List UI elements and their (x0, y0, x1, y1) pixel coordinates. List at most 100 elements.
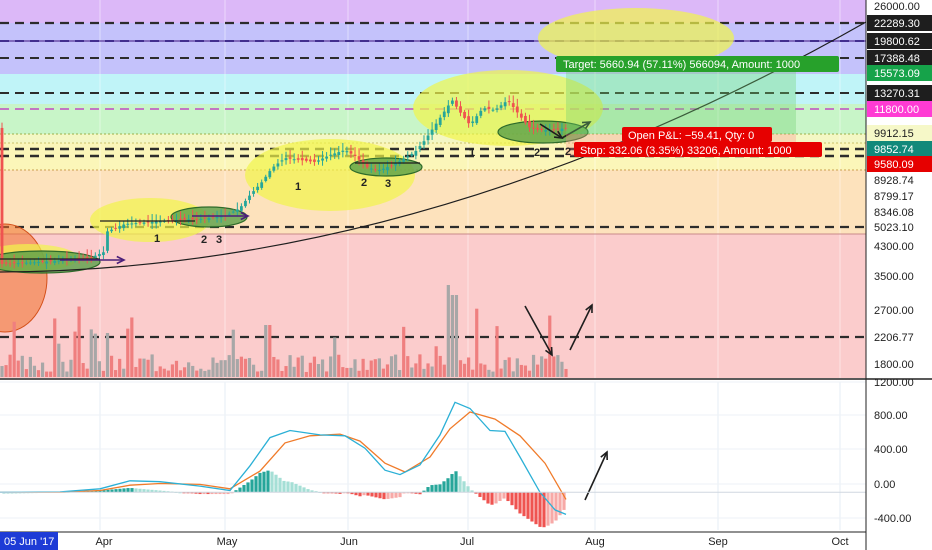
candle-body (487, 106, 491, 109)
volume-bar (182, 367, 187, 377)
volume-bar (158, 366, 162, 377)
volume-bar (264, 325, 268, 377)
candle-body (544, 130, 548, 132)
macd-histogram-bar (386, 492, 390, 499)
macd-histogram-bar (518, 492, 522, 514)
cursor-date-label: 05 Jun '17 (4, 536, 54, 548)
candle-body (179, 219, 182, 221)
volume-bar (491, 371, 495, 377)
volume-bar (458, 360, 463, 377)
candle-body (499, 105, 503, 108)
volume-bar (389, 356, 394, 377)
macd-histogram-bar (226, 492, 230, 495)
volume-bar (138, 358, 142, 377)
candle-body (20, 262, 24, 264)
candle-body (280, 160, 284, 162)
price-level-label: 8346.08 (874, 207, 914, 219)
macd-histogram-bar (262, 471, 266, 493)
candle-body (349, 151, 353, 154)
candle-body (102, 252, 105, 256)
macd-histogram-bar (354, 492, 358, 496)
macd-histogram-bar (190, 492, 194, 494)
price-level-box (867, 156, 932, 172)
trend-curve (0, 21, 867, 273)
macd-histogram-bar (454, 471, 458, 493)
volume-bar (211, 357, 215, 377)
volume-bar (511, 371, 515, 377)
candle-body (414, 150, 418, 156)
volume-bar (8, 354, 12, 377)
volume-bar (320, 359, 325, 377)
macd-histogram-bar (390, 492, 394, 499)
volume-bar (53, 318, 57, 377)
candle-body (252, 191, 255, 194)
price-level-label: 22289.30 (874, 18, 920, 30)
candle-body (199, 218, 203, 220)
candle-body (556, 128, 560, 130)
candle-body (386, 167, 389, 171)
volume-bar (65, 371, 69, 377)
macd-tick-label: 800.00 (874, 410, 908, 422)
candle-body (503, 102, 507, 107)
volume-bar (231, 329, 235, 377)
macd-histogram-bar (374, 492, 378, 498)
candle-body (264, 176, 268, 182)
price-level-label: 5023.10 (874, 222, 914, 234)
candle-body (528, 121, 531, 128)
candle-body (239, 206, 243, 211)
macd-histogram-bar (126, 488, 130, 493)
macd-histogram-bar (558, 492, 562, 516)
candle-body (430, 129, 434, 135)
macd-histogram-bar (110, 489, 114, 493)
macd-histogram-bar (550, 492, 554, 524)
macd-histogram-bar (394, 492, 398, 498)
down-arrow (539, 123, 563, 139)
volume-bar (215, 362, 219, 377)
macd-histogram-bar (338, 492, 342, 494)
macd-histogram-bar (306, 489, 310, 493)
volume-bar (552, 356, 556, 377)
volume-bar (548, 315, 552, 377)
candle-body (183, 217, 186, 220)
candle-body (333, 153, 337, 156)
candle-body (463, 111, 466, 118)
candle-body (41, 260, 44, 262)
candle-body (418, 146, 422, 150)
price-level-box (867, 50, 932, 66)
volume-bar (36, 370, 41, 377)
volume-bar (101, 370, 106, 377)
macd-histogram-bar (90, 490, 94, 493)
candle-body (536, 127, 539, 130)
candle-body (89, 257, 93, 259)
candle-body (426, 135, 430, 141)
long-position-tool[interactable]: Target: 5660.94 (57.11%) 566094, Amount:… (556, 56, 839, 157)
volume-bar (243, 358, 248, 377)
candle-body (235, 209, 239, 212)
pnl-label-box (622, 127, 772, 142)
macd-histogram-bar (222, 492, 226, 495)
candle-body (406, 156, 410, 158)
candle-body (519, 113, 523, 118)
price-level-label: 9912.15 (874, 128, 914, 140)
wave-ellipses (0, 8, 734, 333)
macd-histogram-bar (134, 488, 138, 493)
volume-bar (341, 367, 345, 377)
volume-up-arrow-head (585, 303, 593, 314)
macd-histogram-bar (438, 484, 442, 493)
candle-body (215, 216, 219, 219)
macd-histogram-bar (490, 492, 494, 505)
macd-histogram-bar (102, 490, 106, 493)
candle-body (524, 115, 527, 123)
volume-bar (333, 337, 337, 377)
volume-bar (462, 363, 467, 377)
volume-bar (150, 354, 154, 377)
wave-label: 1 (154, 233, 160, 245)
candle-body (158, 221, 162, 223)
drawings (0, 21, 867, 501)
volume-bar (296, 357, 300, 377)
candle-body (455, 100, 458, 107)
volume-bar (361, 358, 365, 377)
volume-bar (418, 354, 422, 377)
